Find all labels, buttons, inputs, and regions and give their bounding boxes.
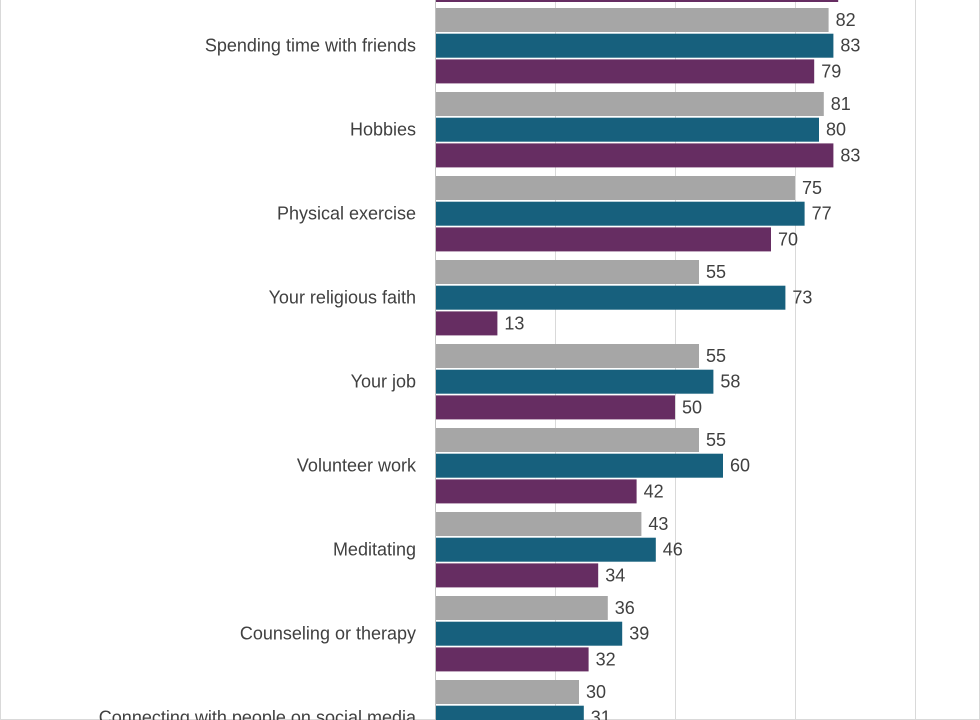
value-label: 83: [840, 145, 860, 165]
bar-series-1-9: [435, 680, 579, 704]
value-label: 31: [591, 708, 611, 720]
bar-series-1-4: [435, 260, 699, 284]
value-label: 80: [826, 120, 846, 140]
value-label: 32: [596, 649, 616, 669]
value-label: 77: [812, 204, 832, 224]
value-label: 55: [706, 346, 726, 366]
bar-series-2-6: [435, 453, 723, 478]
category-labels: Spending time with friends Hobbies Physica…: [99, 36, 417, 720]
bar-series-1-2: [435, 92, 824, 116]
bar-series-2-7: [435, 537, 656, 562]
bars: [435, 0, 839, 720]
value-label: 70: [778, 229, 798, 249]
value-label: 43: [648, 514, 668, 534]
category-label: Spending time with friends: [205, 36, 416, 56]
category-label: Meditating: [333, 540, 416, 560]
category-label: Hobbies: [350, 120, 416, 140]
bar-series-3-5: [435, 395, 675, 420]
bar-series-2-5: [435, 369, 714, 394]
value-label: 34: [605, 565, 625, 585]
value-label: 46: [663, 540, 683, 560]
bar-series-2-9: [435, 705, 584, 720]
bar-series-3-6: [435, 479, 637, 504]
value-label: 58: [720, 372, 740, 392]
bar-series-2-4: [435, 285, 786, 310]
value-label: 30: [586, 682, 606, 702]
bar-series-2-8: [435, 621, 623, 646]
bar-series-1-3: [435, 176, 795, 200]
value-label: 50: [682, 397, 702, 417]
value-label: 73: [792, 288, 812, 308]
value-labels: 8283798180837577705573135558505560424346…: [504, 10, 860, 720]
bar-series-1-5: [435, 344, 699, 368]
value-label: 36: [615, 598, 635, 618]
bar-series-1-8: [435, 596, 608, 620]
value-label: 79: [821, 61, 841, 81]
value-label: 60: [730, 456, 750, 476]
value-label: 39: [629, 624, 649, 644]
category-label: Physical exercise: [277, 204, 416, 224]
bar-series-3-1: [435, 59, 815, 84]
category-label: Volunteer work: [297, 456, 417, 476]
category-label: Your religious faith: [269, 288, 416, 308]
bar-partial-top: [435, 0, 839, 2]
value-label: 55: [706, 262, 726, 282]
bar-series-3-2: [435, 143, 834, 168]
value-label: 82: [836, 10, 856, 30]
bar-series-1-1: [435, 8, 829, 32]
bar-series-3-3: [435, 227, 771, 252]
value-label: 55: [706, 430, 726, 450]
category-label: Connecting with people on social media: [99, 708, 417, 720]
bar-series-2-3: [435, 201, 805, 226]
value-label: 83: [840, 36, 860, 56]
value-label: 42: [644, 481, 664, 501]
value-label: 81: [831, 94, 851, 114]
bar-series-3-8: [435, 647, 589, 672]
category-label: Counseling or therapy: [240, 624, 416, 644]
value-label: 13: [504, 313, 524, 333]
value-label: 75: [802, 178, 822, 198]
category-label: Your job: [351, 372, 416, 392]
bar-series-2-1: [435, 33, 834, 58]
bar-series-1-7: [435, 512, 642, 536]
bar-series-3-7: [435, 563, 599, 588]
bar-series-3-4: [435, 311, 498, 336]
bar-series-2-2: [435, 117, 819, 142]
bar-series-1-6: [435, 428, 699, 452]
